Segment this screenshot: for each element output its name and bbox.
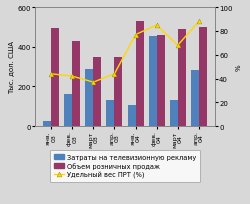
Bar bbox=[114, 58, 122, 126]
Bar bbox=[178, 30, 186, 126]
Bar bbox=[170, 101, 178, 126]
Bar bbox=[199, 28, 207, 126]
Bar bbox=[128, 106, 136, 126]
Bar bbox=[148, 37, 157, 126]
Bar bbox=[51, 29, 59, 126]
Bar bbox=[64, 95, 72, 126]
Bar bbox=[43, 122, 51, 126]
Legend: Затраты на телевизионную рекламу, Объем розничных продаж, Удельный вес ПРТ (%): Затраты на телевизионную рекламу, Объем … bbox=[50, 150, 200, 182]
Y-axis label: Тыс. дол. США: Тыс. дол. США bbox=[8, 41, 14, 94]
Bar bbox=[72, 42, 80, 126]
Y-axis label: %: % bbox=[236, 64, 242, 71]
Bar bbox=[106, 101, 114, 126]
Bar bbox=[136, 22, 143, 126]
Bar bbox=[85, 69, 93, 126]
Bar bbox=[191, 70, 199, 126]
Bar bbox=[157, 36, 165, 126]
Bar bbox=[93, 58, 102, 126]
